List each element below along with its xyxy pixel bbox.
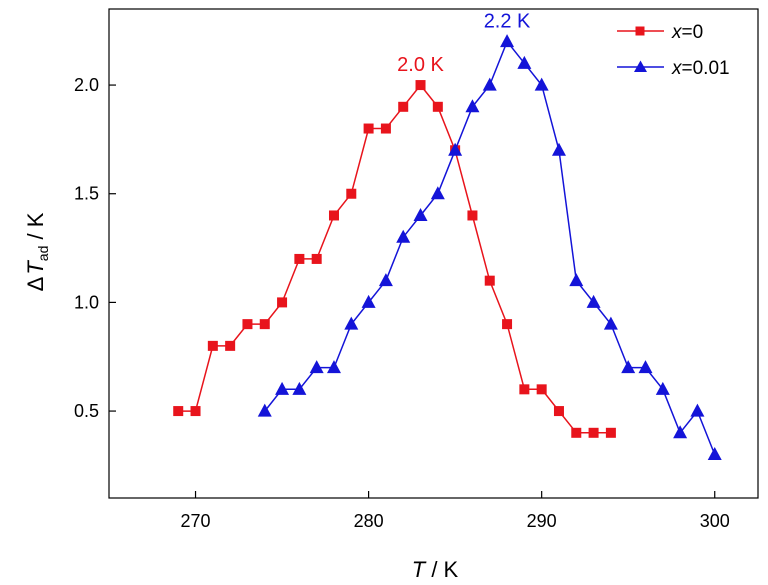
data-point-square [553, 406, 564, 417]
legend-marker-x0 [635, 26, 645, 36]
legend-label-x001: x=0.01 [671, 58, 730, 79]
data-point-triangle [465, 99, 480, 113]
data-point-triangle [413, 207, 428, 221]
data-point-triangle [361, 294, 376, 308]
series-line-1 [264, 40, 716, 455]
data-point-triangle [586, 294, 601, 308]
data-point-triangle [569, 273, 584, 287]
data-point-square [207, 340, 218, 351]
data-point-square [588, 427, 599, 438]
data-point-triangle [673, 425, 688, 439]
data-point-square [225, 340, 236, 351]
data-point-square [519, 384, 530, 395]
data-point-triangle [448, 142, 463, 156]
legend-marker-x001 [634, 60, 647, 72]
legend-label-x0: x=0 [671, 22, 703, 43]
data-point-square [571, 427, 582, 438]
data-point-triangle [275, 381, 290, 395]
data-point-triangle [534, 77, 549, 91]
x-tick-label: 270 [181, 511, 211, 531]
data-point-square [605, 427, 616, 438]
data-point-square [294, 253, 305, 264]
data-point-triangle [292, 381, 307, 395]
series-layer [173, 34, 722, 461]
data-point-square [415, 80, 426, 91]
data-point-triangle [655, 381, 670, 395]
y-tick-label: 1.5 [74, 184, 99, 204]
data-point-square [311, 253, 322, 264]
annotation-layer: 2.0 K 2.2 K [397, 11, 531, 76]
data-point-square [432, 101, 443, 112]
y-tick-label: 1.0 [74, 292, 99, 312]
data-point-triangle [430, 186, 445, 200]
data-point-triangle [690, 403, 705, 417]
data-point-triangle [309, 360, 324, 374]
data-point-triangle [603, 316, 618, 330]
data-point-triangle [378, 273, 393, 287]
data-point-triangle [517, 55, 532, 69]
data-point-triangle [344, 316, 359, 330]
data-point-square [536, 384, 547, 395]
x-tick-label: 290 [527, 511, 557, 531]
data-point-triangle [551, 142, 566, 156]
x-tick-label: 300 [700, 511, 730, 531]
x-tick-label: 280 [354, 511, 384, 531]
legend: x=0 x=0.01 [617, 22, 730, 79]
data-point-triangle [482, 77, 497, 91]
y-axis-title: ΔTad / K [23, 212, 51, 291]
data-point-square [398, 101, 409, 112]
plot-frame [108, 8, 759, 499]
data-point-square [328, 210, 339, 221]
peak-annotation: 2.0 K [397, 54, 444, 76]
data-point-triangle [621, 360, 636, 374]
peak-annotation: 2.2 K [484, 11, 531, 33]
data-point-square [363, 123, 374, 134]
data-point-square [380, 123, 391, 134]
data-point-triangle [396, 229, 411, 243]
data-point-triangle [257, 403, 272, 417]
data-point-square [242, 319, 253, 330]
data-point-triangle [707, 447, 722, 461]
data-point-square [346, 188, 357, 199]
data-point-square [467, 210, 478, 221]
data-point-square [277, 297, 288, 308]
data-point-triangle [500, 34, 515, 48]
data-point-triangle [638, 360, 653, 374]
y-tick-label: 2.0 [74, 75, 99, 95]
data-point-square [173, 406, 184, 417]
data-point-square [502, 319, 513, 330]
data-point-square [484, 275, 495, 286]
data-point-square [190, 406, 201, 417]
data-point-square [259, 319, 270, 330]
data-point-triangle [326, 360, 341, 374]
x-axis-title: T / K [412, 557, 459, 582]
tick-layer: 270 280 290 300 0.5 1.0 1.5 2.0 [74, 75, 730, 531]
y-tick-label: 0.5 [74, 401, 99, 421]
